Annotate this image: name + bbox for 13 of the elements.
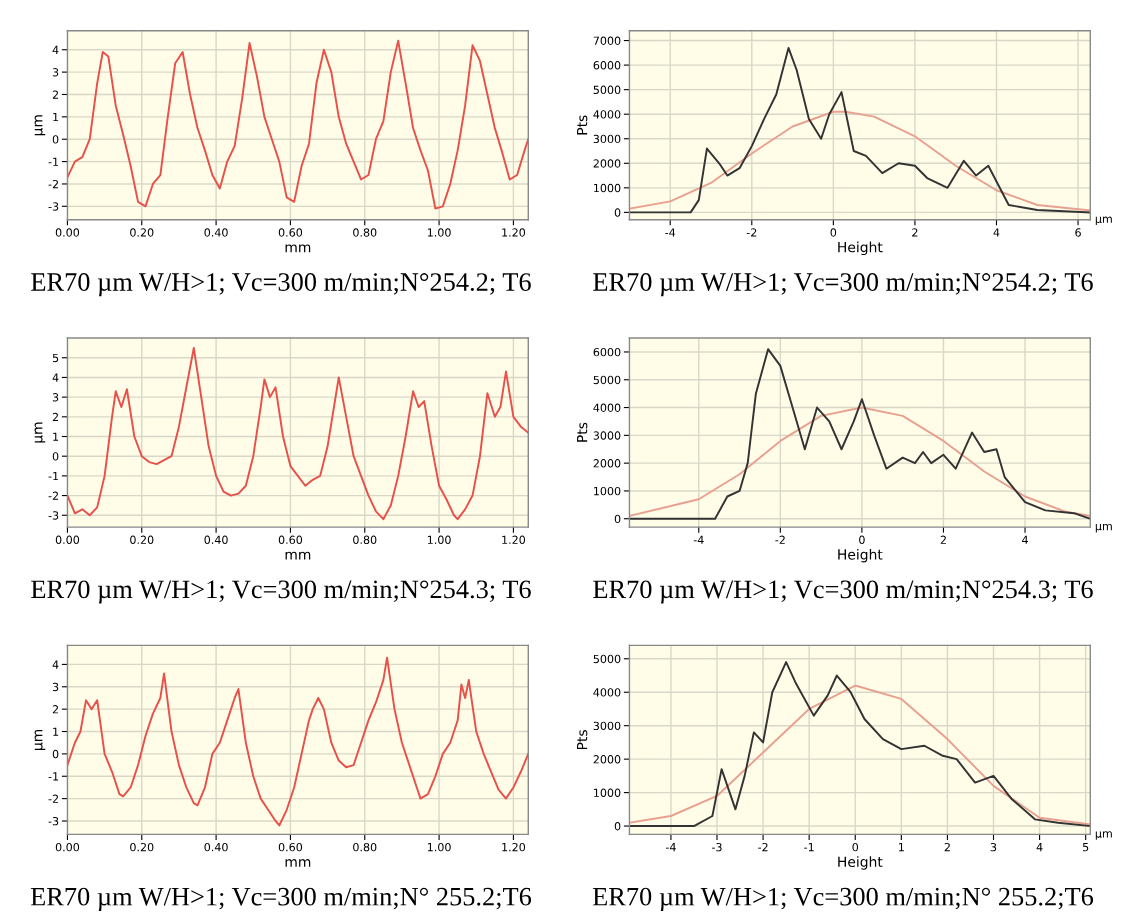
- line-series: [629, 46, 1091, 214]
- line-series: [67, 656, 529, 827]
- text: ER70 µm W/H>1; Vc=300 m/min;N°254.3; T6: [593, 580, 1093, 604]
- text: ER70 µm W/H>1; Vc=300 m/min;N°254.2; T6: [593, 273, 1093, 297]
- text: ER70 µm W/H>1; Vc=300 m/min;N° 255.2;T6: [592, 887, 1094, 911]
- line-series: [67, 346, 529, 521]
- text: ER70 µm W/H>1; Vc=300 m/min;N°254.2; T6: [31, 273, 531, 297]
- text: ER70 µm W/H>1; Vc=300 m/min;N° 255.2;T6: [30, 887, 532, 911]
- text: ER70 µm W/H>1; Vc=300 m/min;N°254.3; T6: [31, 580, 531, 604]
- line-series: [629, 348, 1091, 520]
- line-series: [67, 39, 529, 210]
- line-series: [629, 406, 1091, 517]
- line-series: [629, 110, 1091, 212]
